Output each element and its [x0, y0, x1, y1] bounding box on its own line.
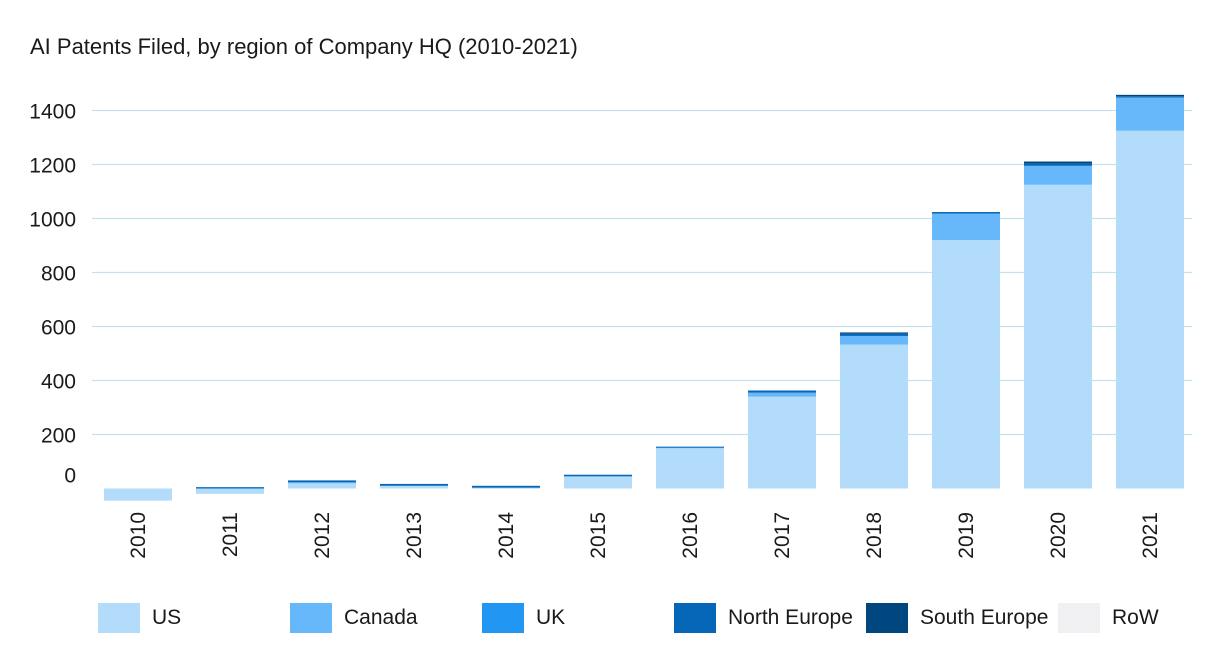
legend-label: North Europe	[728, 606, 853, 629]
bar-2016-canada	[656, 447, 724, 449]
y-tick-label: 1000	[29, 209, 76, 232]
x-tick-label-2017: 2017	[771, 512, 794, 559]
legend-label: UK	[536, 606, 566, 629]
legend-item-canada: Canada	[290, 602, 418, 634]
legend-label: US	[152, 606, 182, 629]
bar-2018-north-europe	[840, 333, 908, 336]
bar-2017-north-europe	[748, 390, 816, 393]
bar-2018-us	[840, 344, 908, 489]
x-tick-label-2015: 2015	[587, 512, 610, 559]
bar-2019-canada	[932, 213, 1000, 241]
y-tick-label: 1200	[29, 155, 76, 178]
legend-swatch	[482, 603, 524, 633]
x-tick-label-2018: 2018	[863, 512, 886, 559]
y-tick-label: 1400	[29, 101, 76, 124]
bar-2011-us	[196, 488, 264, 494]
legend-swatch	[98, 603, 140, 633]
legend-swatch	[866, 603, 908, 633]
bar-2019-north-europe	[932, 212, 1000, 214]
bar-2018-canada	[840, 335, 908, 345]
x-tick-label-2013: 2013	[403, 512, 426, 559]
bar-2020-us	[1024, 184, 1092, 489]
bar-2013-north-europe	[380, 483, 448, 486]
x-tick-label-2012: 2012	[311, 512, 334, 559]
bar-2012-canada	[288, 482, 356, 484]
bar-2014-us	[472, 487, 540, 489]
legend-swatch	[1058, 603, 1100, 633]
chart-plot: 0 200 400 600 800 1000 1200 1400 2010 2011 2012 201…	[29, 94, 1192, 559]
x-tick-label-2021: 2021	[1139, 512, 1162, 559]
legend-label: South Europe	[920, 606, 1049, 629]
bar-2021-south-europe	[1116, 94, 1184, 97]
bar-2014-north-europe	[472, 485, 540, 488]
bar-2017-us	[748, 396, 816, 489]
y-tick-label: 200	[41, 425, 76, 448]
bar-2020-south-europe	[1024, 161, 1092, 164]
bar-2020-canada	[1024, 165, 1092, 185]
y-tick-label: 600	[41, 317, 76, 340]
bar-2017-canada	[748, 392, 816, 397]
bar-2021-north-europe	[1116, 96, 1184, 98]
bar-2020-north-europe	[1024, 163, 1092, 166]
bar-2016-north-europe	[656, 446, 724, 448]
x-tick-label-2019: 2019	[955, 512, 978, 559]
legend-swatch	[290, 603, 332, 633]
legend-item-us: US	[98, 602, 181, 634]
legend-item-south-europe: South Europe	[866, 602, 1048, 634]
chart-title: AI Patents Filed, by region of Company H…	[30, 34, 578, 59]
bar-2016-us	[656, 448, 724, 489]
bar-2012-us	[288, 483, 356, 489]
bar-2015-north-europe	[564, 474, 632, 477]
bar-2013-us	[380, 485, 448, 489]
bar-2010-us	[104, 488, 172, 501]
legend-item-north-europe: North Europe	[674, 602, 853, 634]
bar-2018-south-europe	[840, 332, 908, 334]
legend-item-row: RoW	[1058, 602, 1159, 634]
bar-2012-north-europe	[288, 480, 356, 483]
y-tick-label: 400	[41, 371, 76, 394]
bar-2019-us	[932, 240, 1000, 489]
legend-label: Canada	[344, 606, 418, 629]
legend-swatch	[674, 603, 716, 633]
bar-2011-north-europe	[196, 487, 264, 489]
legend-label: RoW	[1112, 606, 1159, 629]
y-tick-label: 800	[41, 263, 76, 286]
x-tick-label-2020: 2020	[1047, 512, 1070, 559]
bar-2021-us	[1116, 130, 1184, 489]
x-tick-label-2011: 2011	[219, 512, 242, 557]
chart-legend: US Canada UK North Europe South Europe RoW	[0, 602, 1216, 638]
x-tick-label-2010: 2010	[127, 512, 150, 559]
legend-item-uk: UK	[482, 602, 565, 634]
bar-2015-us	[564, 476, 632, 489]
x-tick-label-2014: 2014	[495, 512, 518, 559]
x-tick-label-2016: 2016	[679, 512, 702, 559]
y-tick-label: 0	[64, 465, 76, 488]
bar-2021-canada	[1116, 97, 1184, 131]
